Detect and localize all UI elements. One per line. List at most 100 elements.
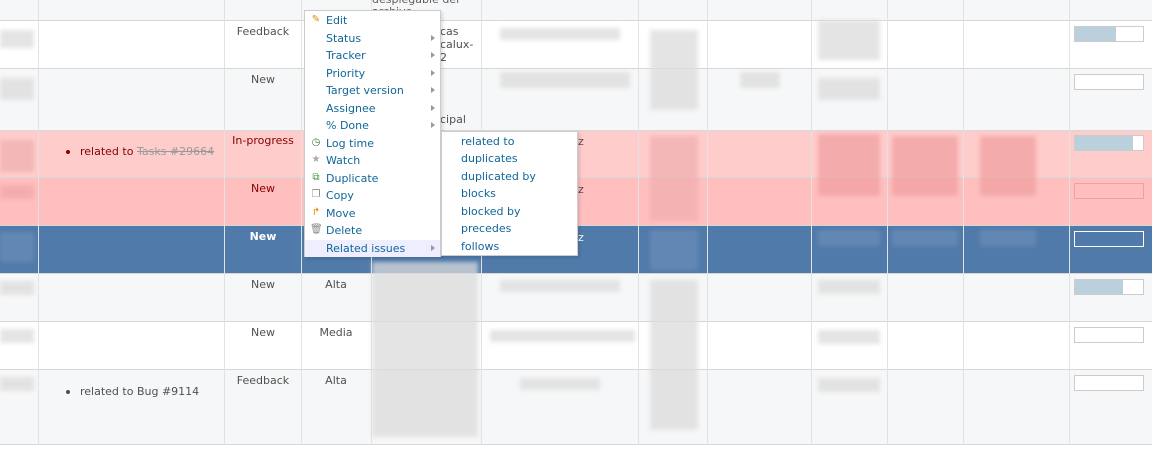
subject-fragment: z xyxy=(578,183,584,196)
redacted-cell xyxy=(650,280,698,430)
menu-item-label: Edit xyxy=(326,14,348,27)
redacted-cell xyxy=(0,377,34,391)
redacted-cell xyxy=(818,20,880,60)
column-divider xyxy=(1069,0,1070,445)
menu-item-target-version[interactable]: Target version xyxy=(305,82,440,99)
menu-item-log-time[interactable]: ◷ Log time xyxy=(305,135,440,152)
column-divider xyxy=(638,0,639,445)
submenu-arrow-icon xyxy=(431,70,435,76)
row-divider xyxy=(0,20,1152,21)
submenu-item-related-to[interactable]: related to xyxy=(461,135,515,148)
submenu-item-duplicates[interactable]: duplicates xyxy=(461,152,518,165)
column-divider xyxy=(963,0,964,445)
menu-item-watch[interactable]: ★ Watch xyxy=(305,152,440,169)
column-divider xyxy=(224,0,225,445)
submenu-item-follows[interactable]: follows xyxy=(461,240,500,253)
column-divider xyxy=(707,0,708,445)
row-divider xyxy=(0,321,1152,322)
menu-item-assignee[interactable]: Assignee xyxy=(305,100,440,117)
clock-add-icon: ◷ xyxy=(311,137,321,148)
menu-item-done-ratio[interactable]: % Done xyxy=(305,117,440,134)
menu-item-related-issues[interactable]: Related issues xyxy=(305,240,440,257)
redacted-cell xyxy=(818,378,880,392)
table-row[interactable] xyxy=(0,0,1152,20)
subject-fragment: z xyxy=(578,231,584,244)
menu-item-priority[interactable]: Priority xyxy=(305,65,440,82)
menu-item-label: Priority xyxy=(326,67,366,80)
redacted-cell xyxy=(650,230,698,270)
redacted-cell xyxy=(500,28,620,40)
redacted-cell xyxy=(490,330,635,342)
status-cell[interactable]: In-progress xyxy=(232,134,294,147)
menu-item-tracker[interactable]: Tracker xyxy=(305,47,440,64)
redacted-cell xyxy=(818,230,880,246)
related-issue-link[interactable]: Bug #9114 xyxy=(136,385,200,398)
menu-item-label: Related issues xyxy=(326,242,406,255)
menu-item-label: Tracker xyxy=(326,49,366,62)
progress-bar xyxy=(1074,279,1144,295)
row-divider xyxy=(0,68,1152,69)
submenu-arrow-icon xyxy=(431,87,435,93)
status-cell[interactable]: New xyxy=(249,230,277,243)
relation-label: related to xyxy=(80,385,134,398)
submenu-item-blocked-by[interactable]: blocked by xyxy=(461,205,521,218)
menu-item-copy[interactable]: ❐ Copy xyxy=(305,187,440,204)
redacted-cell xyxy=(372,262,478,437)
menu-item-edit[interactable]: ✎ Edit xyxy=(305,12,440,29)
menu-item-label: Watch xyxy=(326,154,361,167)
priority-cell[interactable]: Alta xyxy=(325,278,347,291)
status-cell[interactable]: New xyxy=(251,326,275,339)
redacted-cell xyxy=(0,140,34,172)
redacted-cell xyxy=(818,280,880,294)
progress-fill xyxy=(1075,136,1133,150)
subject-fragment: z xyxy=(578,135,584,148)
table-row[interactable] xyxy=(0,321,1152,369)
row-divider xyxy=(0,369,1152,370)
progress-bar xyxy=(1074,26,1144,42)
redacted-cell xyxy=(892,230,958,246)
trash-icon: 🗑 xyxy=(310,224,323,235)
copy-icon: ❐ xyxy=(311,189,321,200)
column-divider xyxy=(887,0,888,445)
submenu-arrow-icon xyxy=(431,245,435,251)
pencil-icon: ✎ xyxy=(311,14,321,25)
menu-item-move[interactable]: ↱ Move xyxy=(305,205,440,222)
status-cell[interactable]: Feedback xyxy=(236,374,290,387)
bullet-icon xyxy=(66,150,70,154)
related-issue-link[interactable]: Tasks #29664 xyxy=(136,145,215,158)
submenu-item-precedes[interactable]: precedes xyxy=(461,222,512,235)
redacted-cell xyxy=(0,30,34,48)
status-cell[interactable]: New xyxy=(251,182,275,195)
submenu-item-blocks[interactable]: blocks xyxy=(461,187,496,200)
redacted-cell xyxy=(0,78,34,100)
submenu-arrow-icon xyxy=(431,52,435,58)
redacted-cell xyxy=(740,72,780,88)
menu-item-status[interactable]: Status xyxy=(305,30,440,47)
menu-item-duplicate[interactable]: ⧉ Duplicate xyxy=(305,170,440,187)
status-cell[interactable]: New xyxy=(251,73,275,86)
row-divider xyxy=(0,444,1152,445)
redacted-cell xyxy=(0,329,34,343)
menu-item-delete[interactable]: 🗑 Delete xyxy=(305,222,440,239)
progress-fill xyxy=(1075,27,1116,41)
status-cell[interactable]: New xyxy=(251,278,275,291)
menu-item-label: Duplicate xyxy=(326,172,379,185)
progress-bar xyxy=(1074,375,1144,391)
menu-item-label: % Done xyxy=(326,119,369,132)
redacted-cell xyxy=(520,378,600,390)
redacted-cell xyxy=(500,72,630,88)
relation-item: related to Tasks #29664 xyxy=(66,145,214,158)
status-cell[interactable]: Feedback xyxy=(236,25,290,38)
priority-cell[interactable]: Alta xyxy=(325,374,347,387)
submenu-item-duplicated-by[interactable]: duplicated by xyxy=(461,170,536,183)
redacted-cell xyxy=(818,78,880,100)
redacted-cell xyxy=(980,136,1036,196)
row-divider xyxy=(0,273,1152,274)
subject-fragment: cipal xyxy=(440,113,466,126)
redacted-cell xyxy=(892,136,958,196)
redacted-cell xyxy=(650,30,698,110)
redacted-cell xyxy=(0,232,34,262)
row-divider xyxy=(0,130,1152,131)
redacted-cell xyxy=(818,330,880,344)
priority-cell[interactable]: Media xyxy=(319,326,353,339)
